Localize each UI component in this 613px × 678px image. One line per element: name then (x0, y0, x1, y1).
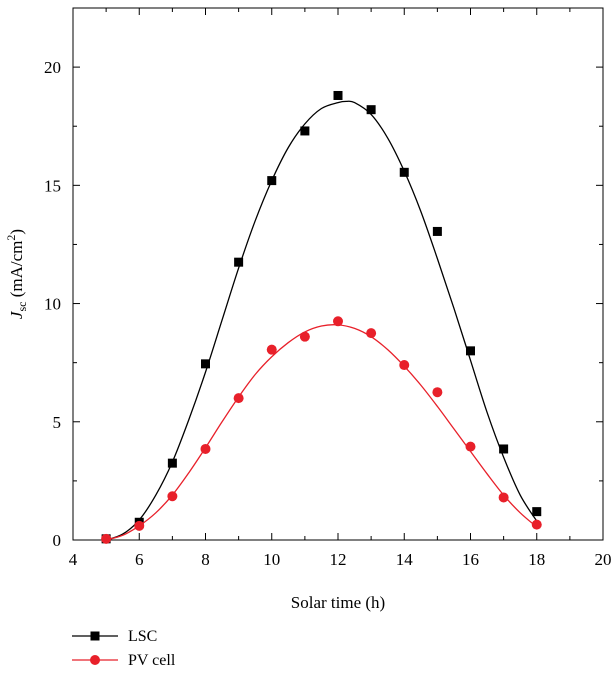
data-point (465, 441, 476, 452)
data-point (333, 316, 343, 327)
y-axis-unit: (mA/cm (7, 241, 26, 302)
data-point (366, 105, 376, 115)
x-tick-label: 20 (595, 550, 612, 569)
legend-item: LSC (72, 628, 157, 645)
data-point (167, 458, 177, 468)
legend: LSC PV cell (72, 628, 176, 669)
y-tick-label: 15 (44, 176, 61, 195)
data-point (531, 519, 542, 530)
data-point (101, 533, 112, 544)
y-axis-unit-close: ) (7, 229, 26, 235)
data-point (234, 257, 244, 267)
y-axis-symbol: J (7, 310, 26, 319)
data-point (399, 360, 410, 371)
data-point (299, 331, 310, 342)
legend-label: PV cell (128, 652, 176, 669)
data-point (466, 346, 475, 356)
x-tick-label: 8 (201, 550, 210, 569)
y-axis-subscript: sc (15, 302, 29, 312)
data-point (266, 344, 277, 355)
x-tick-label: 6 (135, 550, 144, 569)
series-line (105, 324, 538, 541)
x-tick-label: 10 (263, 550, 280, 569)
x-axis-title: Solar time (h) (291, 593, 385, 612)
y-axis-ticks: 0 5 10 15 20 (44, 58, 603, 550)
data-point (366, 328, 377, 339)
y-axis-title: Jsc (mA/cm2) (4, 229, 29, 319)
data-point (200, 443, 211, 454)
y-tick-label: 20 (44, 58, 61, 77)
x-tick-label: 18 (528, 550, 545, 569)
plot-frame (72, 7, 604, 541)
x-tick-label: 12 (330, 550, 347, 569)
legend-marker (90, 631, 100, 641)
data-point (134, 520, 145, 531)
data-point (499, 444, 509, 454)
legend-label: LSC (128, 628, 157, 645)
data-point (333, 90, 343, 100)
data-point (201, 359, 210, 369)
legend-marker (90, 655, 100, 665)
x-axis-ticks: 4 6 8 10 12 14 16 18 20 (69, 8, 612, 569)
y-axis-unit-power: 2 (4, 235, 18, 241)
series-layer (101, 90, 542, 544)
data-point (432, 226, 442, 236)
y-tick-label: 0 (53, 531, 62, 550)
x-tick-label: 16 (462, 550, 479, 569)
legend-item: PV cell (72, 652, 176, 669)
data-point (167, 491, 178, 502)
data-point (432, 387, 443, 398)
y-tick-label: 10 (44, 295, 61, 314)
data-point (267, 176, 277, 186)
data-point (300, 126, 310, 136)
x-tick-label: 4 (69, 550, 78, 569)
data-point (498, 492, 509, 503)
series-lsc (101, 90, 542, 544)
data-point (399, 167, 409, 177)
data-point (532, 507, 542, 517)
y-tick-label: 5 (53, 413, 62, 432)
series-pv-cell (101, 316, 542, 544)
series-line (105, 100, 538, 541)
data-point (233, 393, 244, 404)
x-tick-label: 14 (396, 550, 414, 569)
